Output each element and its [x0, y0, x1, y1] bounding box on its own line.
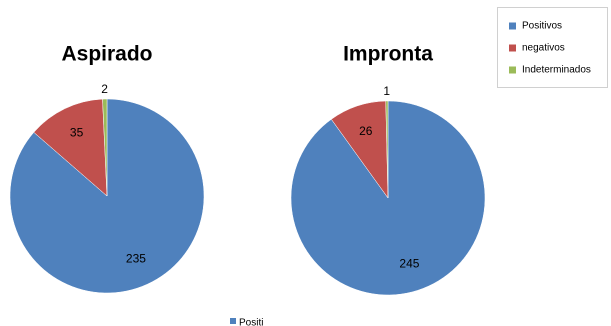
- data-label: 2: [101, 82, 108, 96]
- chart-title: Aspirado: [61, 43, 152, 66]
- legend-swatch: [509, 44, 516, 52]
- data-label: 235: [126, 252, 146, 266]
- legend-label: Positivos: [522, 21, 562, 32]
- legend-label: Positi: [239, 318, 263, 326]
- legend-swatch: [509, 66, 516, 74]
- data-label: 35: [70, 125, 84, 139]
- legend-label: Indeterminados: [522, 65, 591, 76]
- pie-slice: [102, 98, 108, 197]
- pie-slice: [385, 100, 389, 199]
- pie-slice: [33, 98, 108, 197]
- legend-label: negativos: [522, 43, 565, 54]
- legend-swatch: [509, 22, 516, 30]
- data-label: 1: [383, 84, 390, 98]
- data-label: 245: [399, 257, 419, 271]
- chart-title: Impronta: [343, 43, 433, 66]
- data-label: 26: [359, 124, 373, 138]
- legend-swatch: [230, 318, 236, 324]
